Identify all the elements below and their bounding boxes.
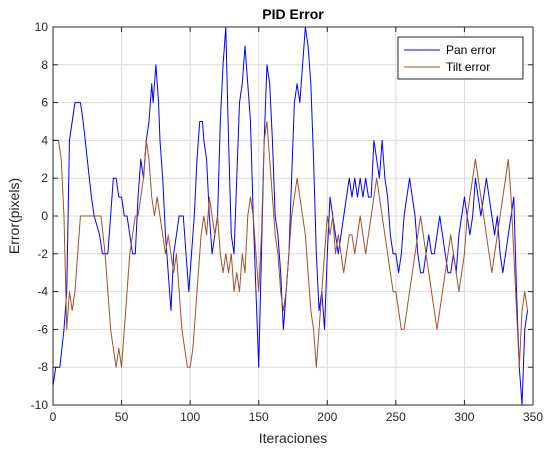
legend-box [397,36,524,80]
y-tick-label: 10 [35,20,49,34]
x-tick-label: 200 [317,410,337,424]
y-tick-label: 0 [41,209,48,223]
legend-label: Tilt error [446,60,490,74]
y-axis-ticks: -10 -8 -6 -4 -2 0 2 4 6 8 10 [31,20,533,412]
y-tick-label: -10 [31,398,49,412]
x-tick-label: 0 [50,410,57,424]
x-tick-label: 250 [386,410,406,424]
y-tick-label: 4 [41,133,48,147]
x-tick-label: 100 [180,410,200,424]
y-tick-label: -4 [37,285,48,299]
legend-label: Pan error [446,43,496,57]
x-tick-label: 150 [249,410,269,424]
x-tick-label: 300 [454,410,474,424]
x-axis-ticks: 0 50 100 150 200 250 300 350 [50,27,543,424]
y-tick-label: 6 [41,96,48,110]
series-group [53,27,529,405]
x-axis-label: Iteraciones [259,430,327,446]
legend: Pan error Tilt error [397,36,524,80]
y-tick-label: -2 [37,247,48,261]
y-tick-label: 8 [41,58,48,72]
y-tick-label: -8 [37,360,48,374]
y-tick-label: -6 [37,322,48,336]
chart-title: PID Error [262,6,324,22]
series-line-tilt-error [53,121,529,368]
x-tick-label: 350 [523,410,543,424]
x-tick-label: 50 [115,410,129,424]
y-axis-label: Error(pixels) [6,178,22,254]
y-tick-label: 2 [41,171,48,185]
